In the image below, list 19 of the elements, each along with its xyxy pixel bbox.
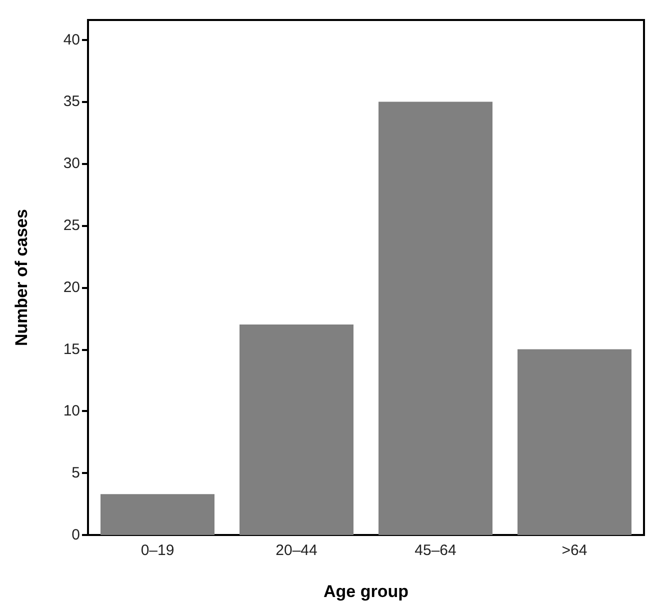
- bar: [378, 102, 492, 535]
- y-tick-label: 40: [63, 31, 80, 48]
- y-tick-label: 10: [63, 402, 80, 420]
- bar: [100, 494, 214, 535]
- y-axis-title: Number of cases: [12, 209, 31, 346]
- bar: [240, 324, 354, 535]
- x-tick-label: 20–44: [276, 542, 318, 559]
- y-tick-label: 30: [63, 155, 80, 172]
- bar: [518, 349, 632, 535]
- y-tick-label: 5: [72, 464, 80, 482]
- y-tick-label: 25: [63, 217, 80, 234]
- y-tick-label: 15: [63, 340, 80, 358]
- x-tick-label: 0–19: [140, 542, 174, 559]
- y-tick-label: 0: [72, 526, 80, 544]
- x-axis-title: Age group: [324, 582, 408, 601]
- x-tick-label: >64: [562, 542, 588, 559]
- x-tick-label: 45–64: [414, 542, 456, 559]
- y-tick-label: 35: [63, 93, 80, 110]
- y-tick-label: 20: [63, 278, 80, 296]
